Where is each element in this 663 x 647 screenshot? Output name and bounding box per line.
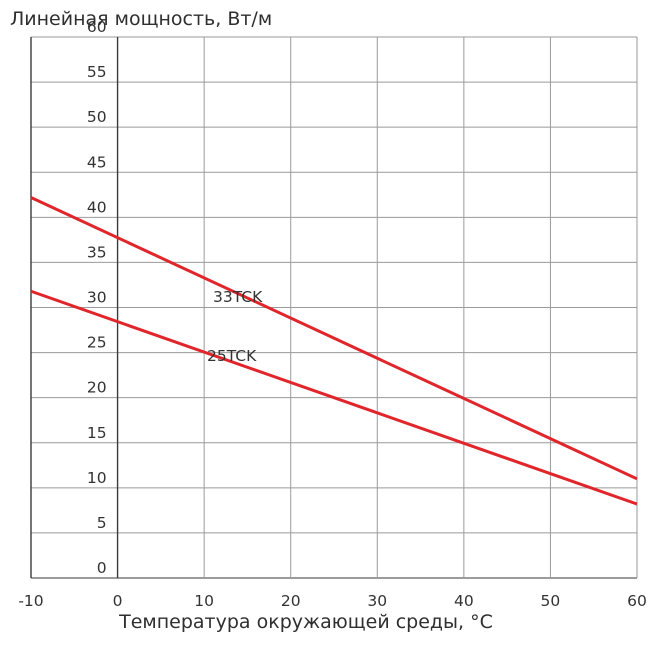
y-tick-label: 20 — [87, 379, 107, 397]
y-tick-label: 60 — [87, 18, 107, 36]
series-group — [30, 196, 638, 506]
x-tick-label: 10 — [194, 592, 214, 610]
series-label-25tck: 25TCK — [207, 347, 257, 365]
series-line-25tck — [30, 289, 638, 506]
y-tick-label: 30 — [87, 289, 107, 307]
x-tick-labels: -10 0 10 20 30 40 50 60 — [18, 592, 647, 610]
series-label-33tck: 33TCK — [213, 288, 263, 306]
series-line-33tck — [30, 196, 638, 481]
y-tick-label: 50 — [87, 108, 107, 126]
y-tick-label: 35 — [87, 243, 107, 261]
x-tick-label: 50 — [541, 592, 561, 610]
y-tick-label: 5 — [97, 514, 107, 532]
x-tick-label: 30 — [367, 592, 387, 610]
y-tick-label: 25 — [87, 334, 107, 352]
y-tick-label: 15 — [87, 424, 107, 442]
x-axis-label: Температура окружающей среды, °C — [118, 611, 493, 633]
y-tick-labels: 0 5 10 15 20 25 30 35 40 45 50 55 60 — [87, 18, 107, 577]
y-tick-label: 0 — [97, 559, 107, 577]
x-tick-label: 40 — [454, 592, 474, 610]
y-tick-label: 55 — [87, 63, 107, 81]
grid — [30, 36, 638, 579]
x-tick-label: 60 — [627, 592, 647, 610]
y-axis-label: Линейная мощность, Вт/м — [10, 8, 272, 30]
series-labels: 33TCK 25TCK — [207, 288, 263, 365]
x-tick-label: -10 — [18, 592, 43, 610]
y-tick-label: 45 — [87, 153, 107, 171]
x-tick-label: 20 — [281, 592, 301, 610]
y-tick-label: 10 — [87, 469, 107, 487]
x-tick-label: 0 — [113, 592, 123, 610]
y-tick-label: 40 — [87, 198, 107, 216]
